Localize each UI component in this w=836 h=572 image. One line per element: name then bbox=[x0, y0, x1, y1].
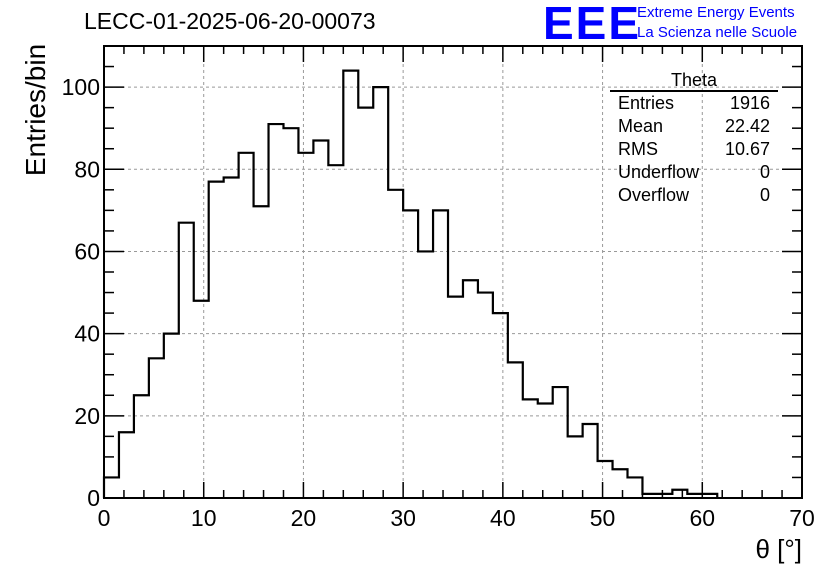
stats-label: Underflow bbox=[618, 162, 700, 182]
stats-label: Entries bbox=[618, 93, 675, 113]
stats-row-mean: Mean 22.42 bbox=[610, 115, 778, 138]
x-tick-label: 20 bbox=[291, 505, 317, 531]
eee-logo: EEE bbox=[543, 0, 642, 49]
y-tick-label: 40 bbox=[74, 321, 100, 347]
stats-value: 22.42 bbox=[724, 116, 770, 136]
stats-row-rms: RMS 10.67 bbox=[610, 138, 778, 161]
y-tick-label: 100 bbox=[62, 74, 100, 100]
y-axis-label: Entries/bin bbox=[20, 43, 51, 177]
logo-caption: Extreme Energy Events La Scienza nelle S… bbox=[637, 3, 797, 43]
stats-value: 0 bbox=[759, 162, 770, 182]
stats-box: Theta Entries 1916 Mean 22.42 RMS 10.67 … bbox=[610, 70, 778, 207]
stats-title: Theta bbox=[610, 70, 778, 92]
stats-row-entries: Entries 1916 bbox=[610, 92, 778, 115]
plot-frame bbox=[103, 45, 803, 499]
stats-label: Mean bbox=[618, 116, 664, 136]
chart-title: LECC-01-2025-06-20-00073 bbox=[84, 8, 376, 34]
stats-row-overflow: Overflow 0 bbox=[610, 184, 778, 207]
x-tick-label: 70 bbox=[789, 505, 815, 531]
grid-lines bbox=[104, 46, 802, 498]
x-tick-label: 50 bbox=[590, 505, 616, 531]
histogram-series bbox=[102, 69, 719, 498]
x-tick-label: 40 bbox=[490, 505, 516, 531]
stats-row-underflow: Underflow 0 bbox=[610, 161, 778, 184]
y-tick-label: 0 bbox=[87, 485, 100, 511]
x-axis-label: θ [°] bbox=[755, 534, 802, 564]
logo-line-2: La Scienza nelle Scuole bbox=[637, 24, 798, 41]
logo-line-1: Extreme Energy Events bbox=[637, 4, 795, 21]
y-tick-label: 60 bbox=[74, 238, 100, 264]
stats-label: RMS bbox=[618, 139, 658, 159]
y-tick-label: 80 bbox=[74, 156, 100, 182]
stats-value: 10.67 bbox=[724, 139, 770, 159]
stats-value: 0 bbox=[759, 185, 770, 205]
x-tick-label: 0 bbox=[98, 505, 111, 531]
x-tick-label: 10 bbox=[191, 505, 217, 531]
x-tick-label: 30 bbox=[390, 505, 416, 531]
tick-labels: 0 10 20 30 40 50 60 70 0 20 40 60 80 100 bbox=[62, 74, 815, 531]
x-tick-label: 60 bbox=[689, 505, 715, 531]
stats-label: Overflow bbox=[618, 185, 690, 205]
stats-value: 1916 bbox=[729, 93, 770, 113]
y-tick-label: 20 bbox=[74, 403, 100, 429]
